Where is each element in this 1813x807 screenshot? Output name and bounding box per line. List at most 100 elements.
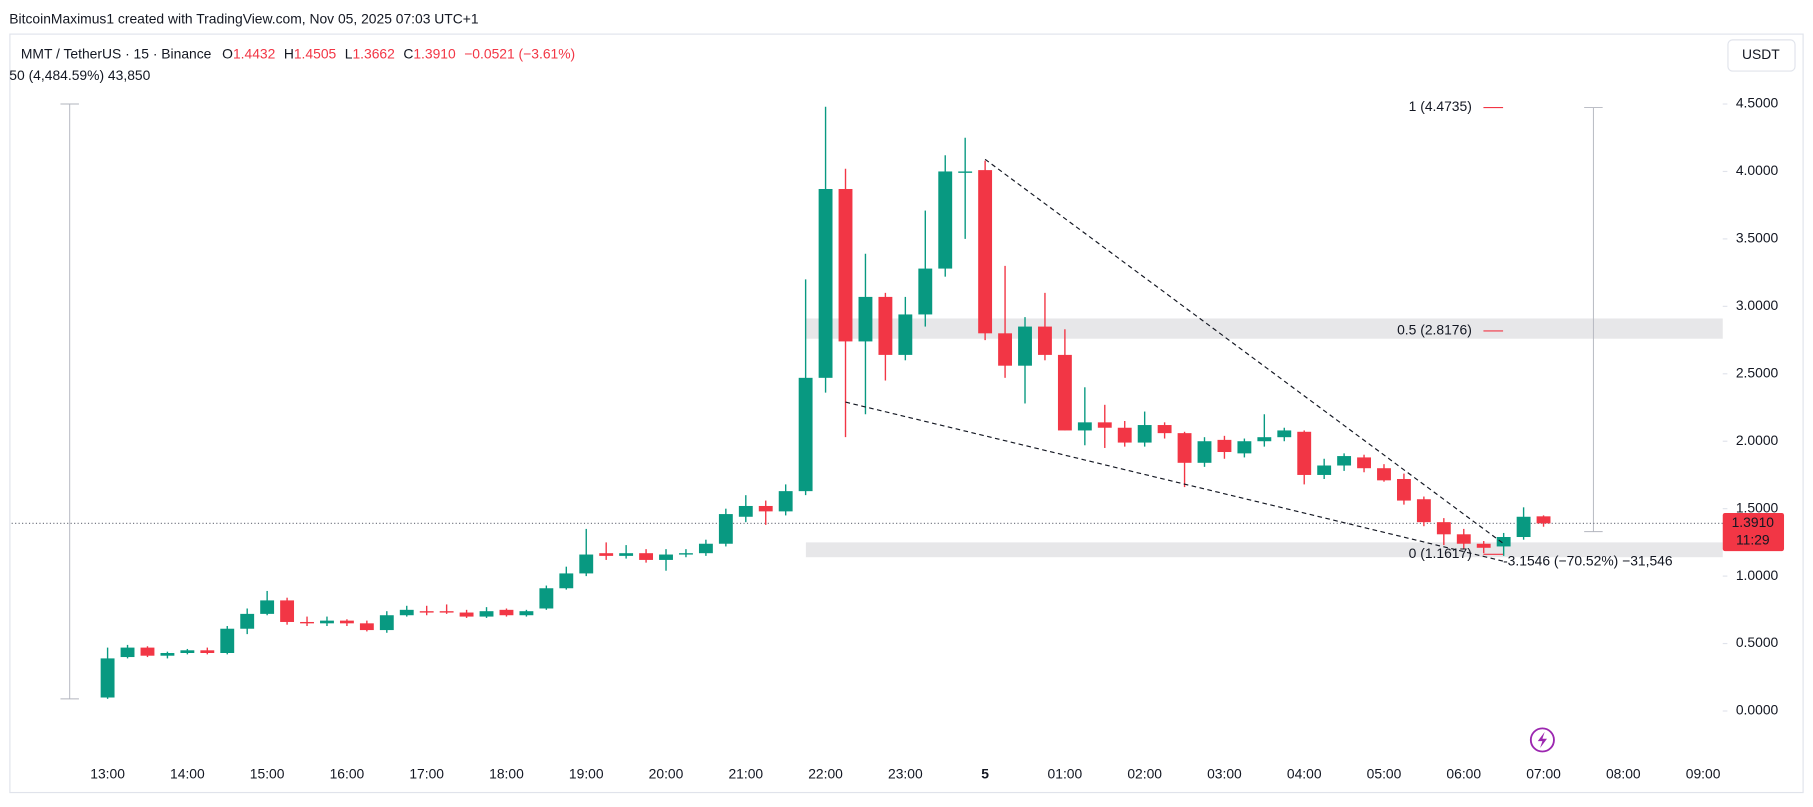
candle-body [1117, 427, 1132, 443]
candle-body [180, 650, 195, 653]
candle-body [320, 620, 334, 624]
candle-body [938, 171, 953, 269]
candle-body [898, 314, 913, 355]
candle-body [1077, 422, 1092, 431]
candle-body [1476, 543, 1491, 548]
candle-body [998, 333, 1012, 366]
candle-body [778, 491, 793, 512]
candle-body [1516, 516, 1531, 537]
y-tick-label: 3.0000 [1736, 297, 1779, 313]
candle-body [838, 188, 853, 342]
y-tick-label: 1.5000 [1736, 499, 1779, 515]
candle-body [599, 553, 614, 556]
candle-body [718, 514, 733, 544]
legend-value: 1.3910 [413, 45, 456, 61]
candle-body [519, 611, 534, 616]
x-tick-label: 09:00 [1686, 765, 1721, 781]
x-tick-label: 15:00 [250, 765, 285, 781]
candle-body [120, 647, 135, 658]
candle-body [1337, 456, 1352, 466]
candle-body [419, 611, 434, 613]
candle-body [978, 170, 993, 334]
candle-body [659, 554, 673, 560]
candle-body [539, 588, 554, 609]
fib-label: 1 (4.4735) [1409, 98, 1472, 114]
candle-body [858, 296, 873, 342]
x-tick-label: 08:00 [1606, 765, 1641, 781]
icon-circle[interactable] [1529, 727, 1555, 753]
symbol-title: MMT / TetherUS · 15 · Binance [21, 45, 212, 61]
x-tick-label: 13:00 [90, 765, 125, 781]
last-price-label: 1.3910 [1732, 514, 1775, 530]
countdown: 11:29 [1736, 531, 1770, 547]
x-tick-label: 06:00 [1446, 765, 1481, 781]
frame [9, 33, 1804, 794]
candle-body [1097, 422, 1112, 428]
legend-value: 1.4505 [294, 45, 337, 61]
legend: MMT / TetherUS · 15 · Binance O1.4432 H1… [21, 45, 575, 61]
candle-body [1237, 441, 1252, 454]
candle-body [1277, 430, 1292, 438]
x-tick-label: 5 [981, 765, 989, 781]
candle-body [160, 652, 175, 656]
x-tick-label: 04:00 [1287, 765, 1322, 781]
icon-bolt[interactable] [1537, 731, 1548, 749]
candle-body [439, 611, 454, 613]
candle-body [499, 609, 514, 616]
candle-body [1297, 431, 1312, 475]
candle-body [918, 268, 933, 315]
y-tick-label: 0.5000 [1736, 634, 1779, 650]
candle-body [1177, 433, 1192, 463]
candle-body [1496, 536, 1511, 547]
x-tick-label: 01:00 [1048, 765, 1083, 781]
candle-body [1456, 534, 1471, 544]
candle-body [100, 658, 115, 698]
x-tick-label: 21:00 [728, 765, 763, 781]
lightning-icon[interactable] [1529, 727, 1555, 753]
candle-body [818, 188, 833, 378]
last-price-tag [1722, 512, 1785, 552]
candle-body [359, 623, 374, 631]
fib-label: 0.5 (2.8176) [1397, 322, 1472, 338]
candle-body [1057, 354, 1072, 431]
legend-label: H [284, 45, 294, 61]
candle-body [559, 573, 574, 589]
x-tick-label: 18:00 [489, 765, 524, 781]
candle-body [579, 554, 594, 574]
candle-body [1377, 468, 1391, 481]
candle-body [679, 553, 693, 555]
x-tick-label: 14:00 [170, 765, 205, 781]
candle-body [1317, 465, 1332, 475]
x-tick-label: 20:00 [649, 765, 684, 781]
candle-body [399, 609, 414, 616]
trendline [984, 158, 1505, 545]
fib-zone [805, 318, 1723, 339]
candle-body [1436, 522, 1451, 535]
legend-value: 1.4432 [233, 45, 276, 61]
candle-body [240, 613, 255, 629]
candle-body [280, 600, 295, 622]
candle-body [698, 543, 713, 554]
candle-body [1137, 425, 1152, 443]
x-tick-label: 17:00 [409, 765, 444, 781]
y-tick-label: 3.5000 [1736, 230, 1779, 246]
candle-body [479, 611, 494, 617]
x-tick-label: 03:00 [1207, 765, 1242, 781]
x-tick-label: 19:00 [569, 765, 604, 781]
currency-label[interactable]: USDT [1742, 46, 1780, 62]
currency-button[interactable] [1727, 39, 1796, 72]
candle-body [958, 171, 973, 173]
y-tick-label: 2.0000 [1736, 432, 1779, 448]
candle-body [1397, 478, 1411, 501]
candle-body [619, 553, 634, 556]
candle-body [200, 650, 215, 653]
candle-body [1197, 441, 1212, 463]
indicator-line: 50 (4,484.59%) 43,850 [9, 67, 150, 83]
y-tick-label: 1.0000 [1736, 567, 1779, 583]
candle-body [1536, 516, 1551, 524]
candle-body [260, 600, 275, 614]
y-tick-label: 2.5000 [1736, 364, 1779, 380]
